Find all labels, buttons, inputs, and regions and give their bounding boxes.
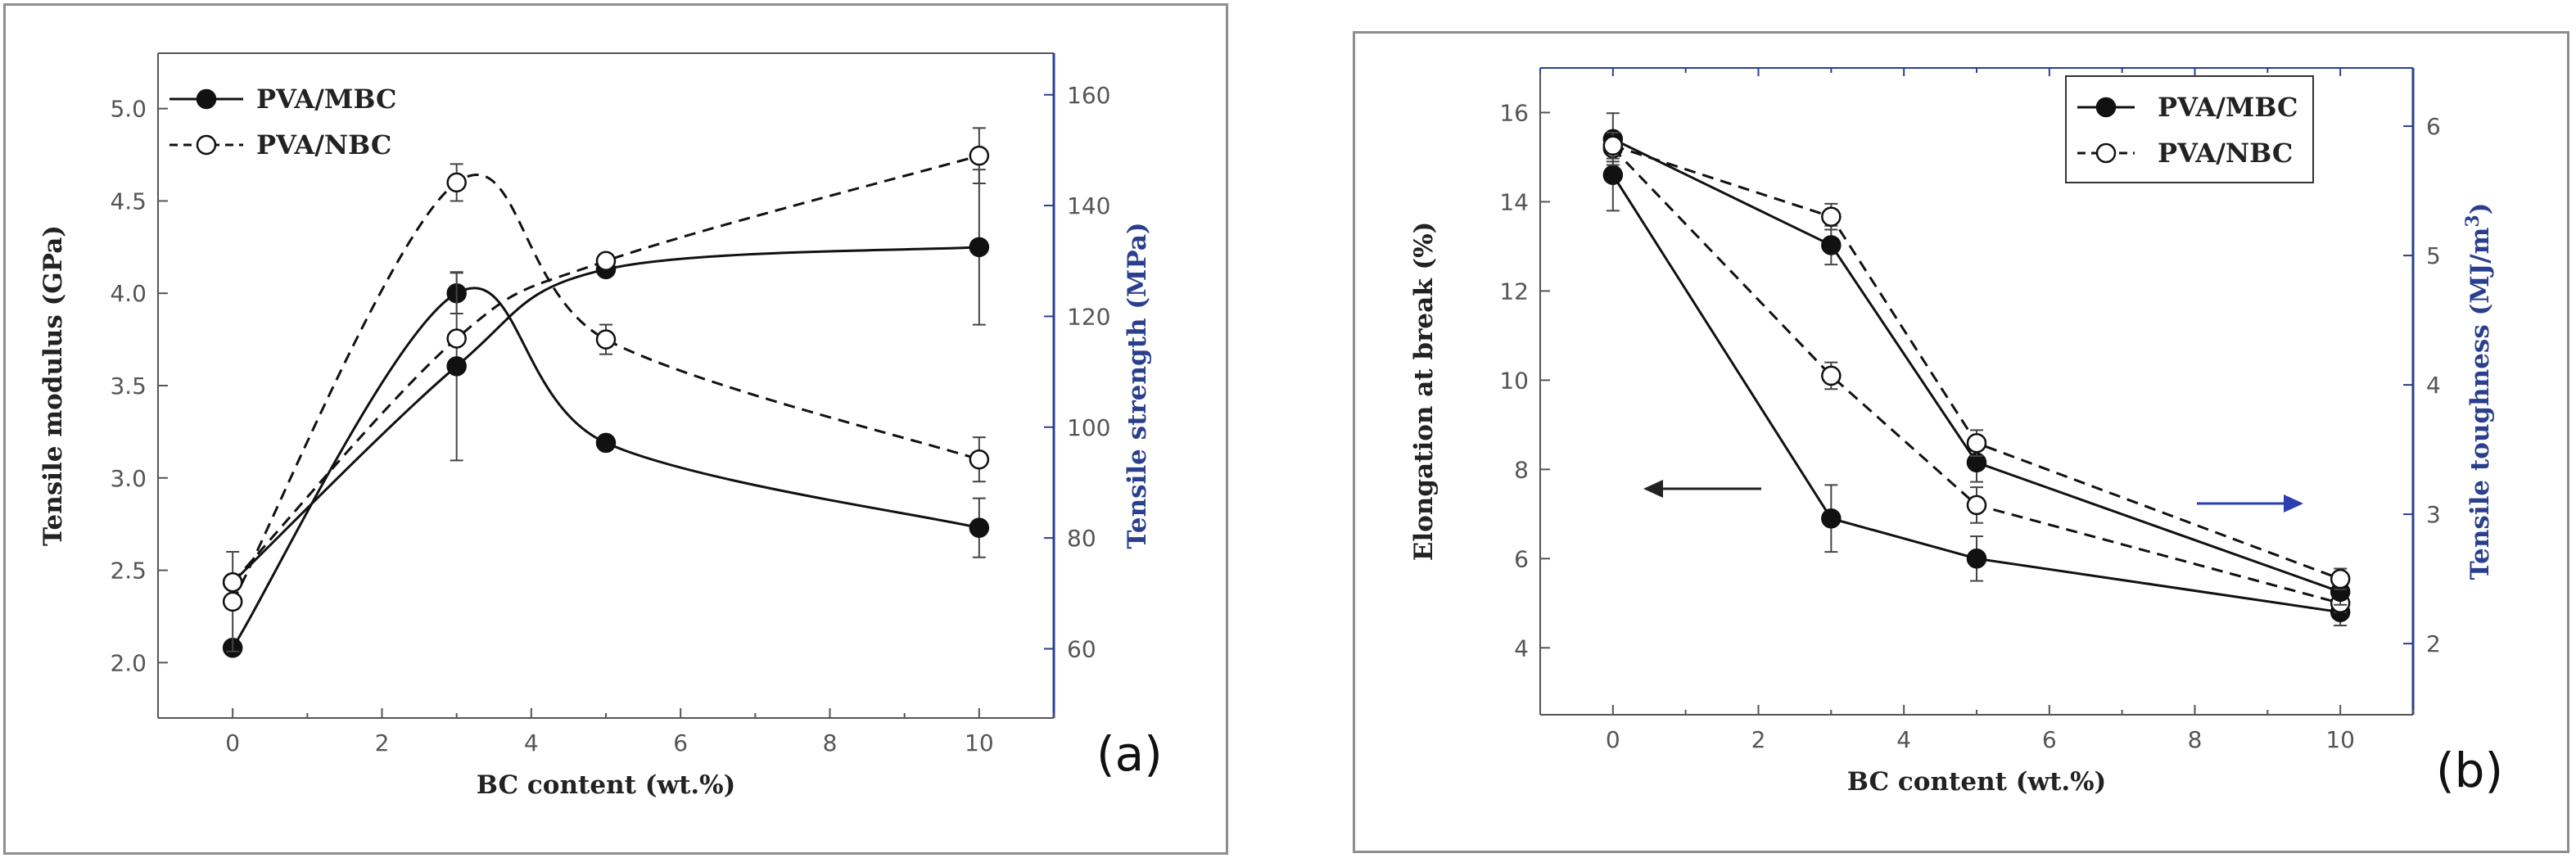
legend-label-mbc: PVA/MBC: [256, 84, 396, 115]
x-tick-label: 10: [2325, 726, 2355, 753]
y-right-axis-title: Tensile toughness (MJ/m3): [2462, 203, 2495, 580]
data-point: [1821, 508, 1842, 529]
data-point: [1821, 206, 1842, 227]
y-tick-label: 2.0: [110, 649, 147, 676]
chart-b-plot: 0 2 4 6 8 10 4 6 8 10 12 14 16 2 3 4 5 6 BC content (wt.%)…: [1409, 67, 2495, 797]
data-point: [1602, 135, 1624, 156]
y-tick-label: 3.0: [110, 465, 147, 492]
x-tick-label: 8: [823, 729, 838, 756]
y-right-tick-label: 60: [1067, 635, 1096, 662]
x-tick-label: 2: [375, 729, 390, 756]
data-point: [595, 432, 617, 454]
y-right-axis-title-close: ): [2465, 203, 2495, 215]
y-tick-label: 3.5: [110, 373, 147, 400]
y-right-tick-label: 3: [2426, 501, 2441, 528]
data-point: [969, 145, 990, 166]
right-axis-arrow-head: [2284, 494, 2303, 513]
y-right-tick-label: 80: [1067, 525, 1096, 552]
data-point: [969, 449, 990, 470]
y-right-tick-label: 120: [1067, 303, 1110, 330]
y-axis-title: Elongation at break (%): [1409, 222, 1439, 562]
y-right-tick-label: 100: [1067, 414, 1110, 441]
y-right-axis-title: Tensile strength (MPa): [1123, 222, 1152, 549]
data-point: [446, 172, 467, 193]
data-point: [595, 251, 617, 271]
data-point: [1821, 365, 1842, 386]
x-tick-label: 4: [1896, 726, 1911, 753]
data-point: [222, 591, 243, 612]
y-right-axis-title-superscript: 3: [2462, 214, 2483, 227]
x-axis-title: BC content (wt.%): [1847, 767, 2107, 797]
data-point: [969, 237, 990, 258]
series-line-strength-nbc: [232, 154, 980, 584]
series-line-toughness-mbc: [1612, 138, 2341, 594]
y-tick-label: 16: [1499, 99, 1529, 126]
data-point: [446, 356, 467, 377]
legend-label-nbc: PVA/NBC: [2158, 138, 2293, 169]
data-point: [1966, 549, 1987, 569]
y-right-tick-label: 6: [2426, 113, 2441, 140]
legend-marker-nbc: [196, 134, 217, 156]
panel-label-b: (b): [2436, 743, 2504, 798]
data-point: [446, 328, 467, 349]
y-tick-label: 4.5: [110, 187, 147, 214]
data-point: [1966, 432, 1987, 454]
y-right-tick-label: 140: [1067, 192, 1110, 219]
series-line-toughness-nbc: [1612, 144, 2341, 580]
y-tick-label: 12: [1499, 278, 1529, 305]
left-axis-arrow-head: [1643, 480, 1663, 498]
y-axis-title: Tensile modulus (GPa): [38, 225, 68, 546]
y-tick-label: 4.0: [110, 280, 147, 307]
x-axis-title: BC content (wt.%): [477, 770, 736, 800]
series-line-elongation-nbc: [1611, 147, 2341, 605]
x-tick-label: 0: [225, 729, 240, 756]
data-point: [222, 571, 243, 593]
series-line-modulus-nbc: [231, 174, 980, 603]
data-point: [2330, 568, 2351, 589]
chart-panel-a: 0 2 4 6 8 10 2.0 2.5 3.0 3.5 4.0 4.5 5.0 60 80 100 120 14…: [3, 3, 1228, 855]
series-line-strength-mbc: [232, 246, 979, 584]
y-right-tick-label: 4: [2426, 372, 2441, 399]
data-point: [1966, 494, 1987, 516]
y-right-axis-title-main: Tensile toughness (MJ/m: [2465, 227, 2495, 580]
y-tick-label: 14: [1499, 188, 1529, 215]
legend-marker-nbc: [2095, 142, 2117, 164]
y-right-tick-label: 160: [1067, 82, 1110, 109]
x-tick-label: 4: [524, 729, 539, 756]
y-tick-label: 6: [1514, 545, 1529, 572]
y-tick-label: 4: [1514, 634, 1529, 662]
y-right-tick-label: 2: [2426, 630, 2441, 657]
legend-label-nbc: PVA/NBC: [256, 129, 391, 160]
legend-label-mbc: PVA/MBC: [2158, 92, 2298, 123]
data-point: [1602, 165, 1624, 186]
chart-a-plot: 0 2 4 6 8 10 2.0 2.5 3.0 3.5 4.0 4.5 5.0 60 80 100 120 14…: [38, 52, 1152, 800]
x-tick-label: 10: [965, 729, 994, 756]
data-point: [1821, 235, 1842, 255]
legend-marker-mbc: [196, 88, 217, 110]
x-tick-label: 6: [2042, 726, 2057, 753]
y-tick-label: 8: [1514, 456, 1529, 483]
panel-label-a: (a): [1096, 726, 1163, 782]
data-point: [969, 517, 990, 538]
x-tick-label: 0: [1606, 726, 1620, 753]
y-tick-label: 10: [1499, 367, 1529, 394]
y-tick-label: 5.0: [110, 96, 147, 123]
x-tick-label: 6: [673, 729, 688, 756]
legend-box: [2065, 75, 2314, 183]
y-right-tick-label: 5: [2426, 242, 2441, 269]
x-tick-label: 2: [1751, 726, 1766, 753]
data-point: [595, 329, 617, 350]
legend-marker-mbc: [2095, 97, 2117, 118]
series-line-elongation-mbc: [1611, 174, 2341, 614]
x-tick-label: 8: [2188, 726, 2203, 753]
chart-panel-b: 0 2 4 6 8 10 4 6 8 10 12 14 16 2 3 4 5 6 BC content (wt.%)…: [1353, 31, 2569, 853]
y-tick-label: 2.5: [110, 558, 147, 585]
series-line-modulus-mbc: [231, 287, 980, 649]
